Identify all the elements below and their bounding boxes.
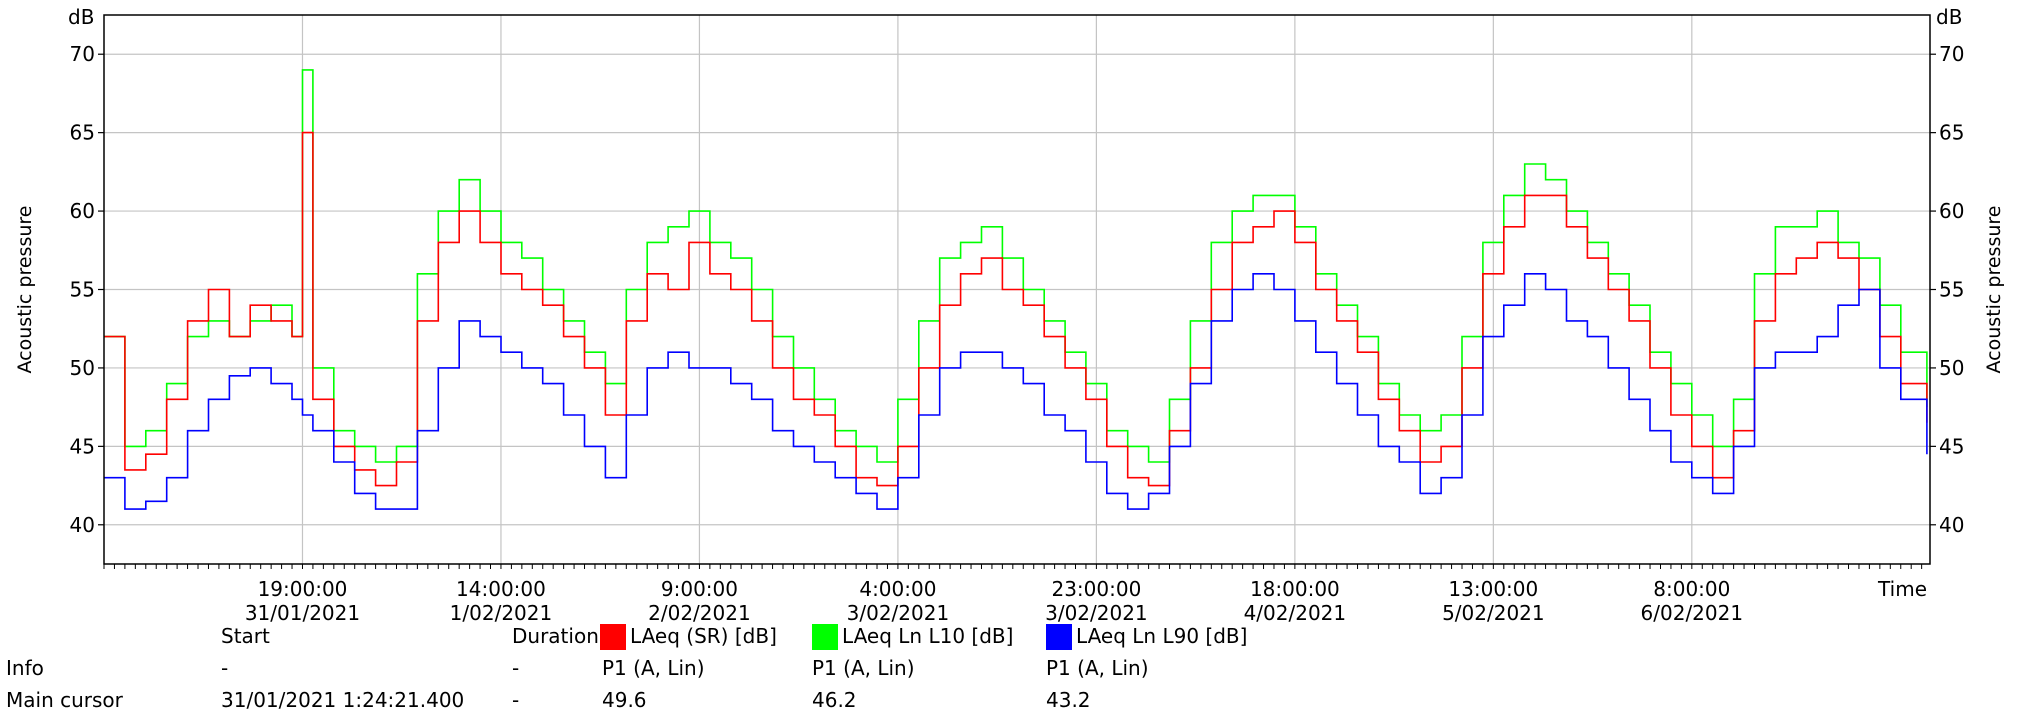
cursor-row-label: Main cursor	[6, 688, 123, 712]
cursor-row-value-l10: 46.2	[812, 688, 857, 712]
y-tick-label-right: 40	[1939, 513, 1964, 537]
series-line-l10	[104, 69, 1928, 463]
y-tick-label-left: 70	[70, 42, 95, 66]
y-tick-label-right: 65	[1939, 121, 1964, 145]
y-axis-left: 40 45 50 55 60 65 70	[70, 42, 104, 537]
y-axis-right: 40 45 50 55 60 65 70	[1930, 42, 1964, 537]
cursor-row-value-l90: 43.2	[1046, 688, 1091, 712]
x-tick-time: 13:00:00	[1448, 577, 1538, 601]
y-tick-label-left: 55	[70, 278, 95, 302]
x-tick-time: 18:00:00	[1250, 577, 1340, 601]
legend-swatch-l90	[1046, 624, 1072, 650]
y-tick-label-right: 45	[1939, 434, 1964, 458]
x-tick-date: 5/02/2021	[1442, 601, 1545, 625]
y-tick-label-left: 40	[70, 513, 95, 537]
x-tick-date: 3/02/2021	[847, 601, 950, 625]
x-tick-date: 1/02/2021	[450, 601, 553, 625]
legend-swatch-l10	[812, 624, 838, 650]
x-tick-date: 31/01/2021	[245, 601, 360, 625]
y-tick-label-right: 60	[1939, 199, 1964, 223]
legend-label-laeq: LAeq (SR) [dB]	[630, 624, 777, 648]
y-unit-right: dB	[1936, 5, 1962, 29]
y-tick-label-left: 65	[70, 121, 95, 145]
info-row-start: -	[221, 656, 229, 680]
cursor-row-value-laeq: 49.6	[602, 688, 647, 712]
info-row-duration: -	[512, 656, 520, 680]
y-unit-left: dB	[68, 5, 94, 29]
legend-label-l10: LAeq Ln L10 [dB]	[842, 624, 1014, 648]
duration-header: Duration	[512, 624, 599, 648]
y-axis-title-right: Acoustic pressure	[1983, 206, 2005, 374]
x-tick-date: 3/02/2021	[1045, 601, 1148, 625]
info-row-label: Info	[6, 656, 44, 680]
x-tick-time: 14:00:00	[456, 577, 546, 601]
x-tick-time: 23:00:00	[1051, 577, 1141, 601]
series-line-laeq	[104, 131, 1928, 487]
x-axis-title: Time	[1877, 577, 1927, 601]
cursor-row-start: 31/01/2021 1:24:21.400	[221, 688, 465, 712]
y-tick-label-right: 50	[1939, 356, 1964, 380]
legend-label-l90: LAeq Ln L90 [dB]	[1076, 624, 1248, 648]
x-tick-time: 19:00:00	[258, 577, 348, 601]
y-tick-label-left: 50	[70, 356, 95, 380]
y-tick-label-left: 45	[70, 434, 95, 458]
x-tick-date: 6/02/2021	[1641, 601, 1744, 625]
cursor-row-duration: -	[512, 688, 520, 712]
y-tick-label-right: 70	[1939, 42, 1964, 66]
x-tick-time: 4:00:00	[859, 577, 936, 601]
plot-frame	[103, 14, 1931, 565]
x-tick-date: 4/02/2021	[1244, 601, 1347, 625]
y-tick-label-right: 55	[1939, 278, 1964, 302]
x-tick-time: 9:00:00	[661, 577, 738, 601]
x-tick-date: 2/02/2021	[648, 601, 751, 625]
info-row-value-l10: P1 (A, Lin)	[812, 656, 915, 680]
info-row-value-laeq: P1 (A, Lin)	[602, 656, 705, 680]
x-tick-time: 8:00:00	[1653, 577, 1730, 601]
legend-swatch-laeq	[600, 624, 626, 650]
y-axis-title-left: Acoustic pressure	[14, 206, 36, 374]
start-header: Start	[221, 624, 270, 648]
series-lines	[104, 69, 1928, 510]
series-line-l90	[104, 273, 1928, 510]
info-row-value-l90: P1 (A, Lin)	[1046, 656, 1149, 680]
y-tick-label-left: 60	[70, 199, 95, 223]
